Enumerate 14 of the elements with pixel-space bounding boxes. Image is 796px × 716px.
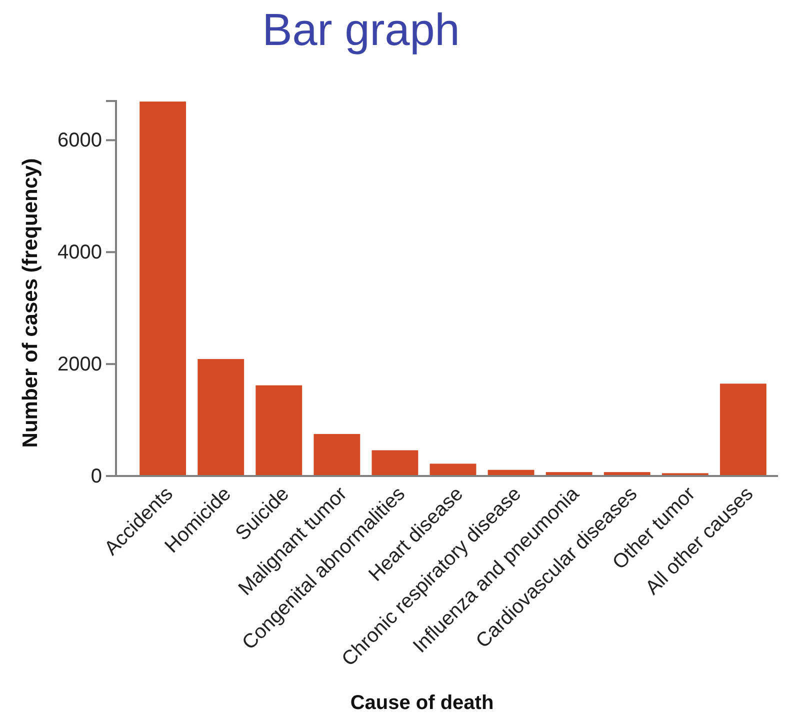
bar	[430, 464, 476, 476]
bar	[720, 384, 766, 476]
y-tick-label: 2000	[58, 353, 102, 376]
bar	[198, 359, 244, 476]
y-tick-label: 4000	[58, 242, 102, 264]
chart-title: Bar graph	[262, 4, 460, 55]
bar	[314, 434, 360, 476]
bar	[140, 102, 186, 476]
y-tick-label: 6000	[58, 130, 102, 152]
bar	[372, 450, 418, 476]
x-axis-title: Cause of death	[350, 692, 494, 714]
y-tick-label: 0	[90, 465, 102, 488]
bar	[256, 385, 302, 476]
y-axis-title: Number of cases (frequency)	[19, 158, 42, 448]
